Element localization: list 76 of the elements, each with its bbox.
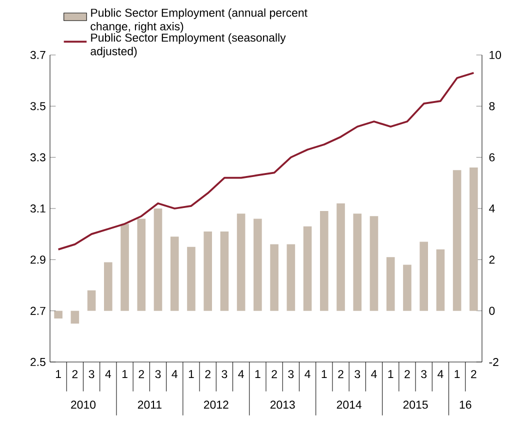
bar [286, 244, 296, 311]
bar [170, 236, 179, 311]
x-tick-label: 3 [88, 370, 94, 378]
x-tick-label: 1 [122, 370, 128, 378]
y-tick-label: 2.9 [30, 256, 46, 264]
y2-tick-label: 6 [489, 153, 495, 162]
y-tick-label: 3.7 [30, 50, 46, 60]
x-tick-label: 4 [172, 370, 178, 378]
line-series [57, 72, 475, 250]
y2-tick-label: -2 [489, 358, 498, 366]
x-tick-label: 3 [155, 370, 161, 378]
text: 16 [460, 400, 472, 409]
bar [54, 310, 62, 318]
x-tick-label: 2 [404, 370, 410, 378]
x-tick-label: 1 [454, 370, 460, 378]
bar [70, 310, 80, 324]
x-tick-label: 3 [354, 370, 360, 378]
bar [137, 218, 146, 311]
y2-tick-label: 2 [489, 256, 495, 264]
legend-label: Public Sector Employment (seasonally adjusted) [90, 33, 286, 58]
y2-tick-label: 0 [489, 306, 495, 315]
y2-tick-label: 8 [489, 102, 495, 110]
bar [370, 216, 378, 311]
x-tick-label: 2 [138, 370, 144, 378]
x-tick-label: 3 [421, 370, 427, 378]
bar [336, 203, 345, 311]
bar [87, 290, 96, 311]
x-tick-label: 2 [272, 370, 277, 378]
y-tick-label: 3.5 [30, 102, 46, 110]
x-tick-label: 2 [471, 370, 476, 378]
text: 2014 [336, 400, 362, 409]
bar [187, 246, 196, 311]
bar [220, 232, 229, 311]
bar [236, 214, 246, 311]
text: 2012 [204, 400, 228, 409]
text: 2011 [138, 400, 162, 409]
y-tick-label: 3.3 [30, 153, 46, 162]
bar [270, 244, 278, 311]
text: 2015 [403, 400, 428, 409]
x-tick-label: 1 [255, 370, 260, 378]
x-tick-label: 4 [304, 370, 310, 378]
bar [204, 232, 212, 311]
x-tick-label: 1 [188, 370, 194, 378]
bar [303, 226, 312, 311]
bar [120, 224, 129, 311]
bar [104, 262, 112, 311]
x-tick-label: 1 [56, 370, 61, 378]
bar [320, 211, 328, 311]
legend-label: Public Sector Employment (annual percent change, right axis) [90, 8, 308, 33]
x-tick-label: 1 [322, 370, 327, 378]
x-tick-label: 4 [371, 370, 377, 378]
bar [420, 242, 428, 311]
bar [386, 257, 395, 311]
x-tick-label: 3 [288, 370, 294, 378]
x-tick-label: 4 [238, 370, 244, 378]
bar [403, 264, 412, 311]
y2-tick-label: 4 [489, 204, 495, 212]
y2-tick-label: 10 [490, 50, 502, 60]
y-tick-label: 3.1 [30, 204, 46, 213]
text: 2013 [270, 400, 295, 409]
y-tick-label: 2.7 [30, 306, 46, 315]
bar [436, 249, 445, 311]
y-tick-label: 2.5 [30, 358, 46, 366]
text: 2010 [71, 400, 96, 409]
bar [254, 218, 262, 311]
bar [154, 208, 162, 311]
x-tick-label: 2 [338, 370, 344, 378]
x-tick-label: 2 [72, 370, 78, 378]
x-tick-label: 2 [205, 370, 210, 378]
bar [470, 168, 478, 311]
x-tick-label: 3 [222, 370, 228, 378]
bar [353, 214, 362, 311]
x-tick-label: 4 [105, 370, 112, 378]
x-tick-label: 4 [438, 370, 444, 378]
bar [452, 170, 462, 311]
x-tick-label: 1 [388, 370, 394, 378]
